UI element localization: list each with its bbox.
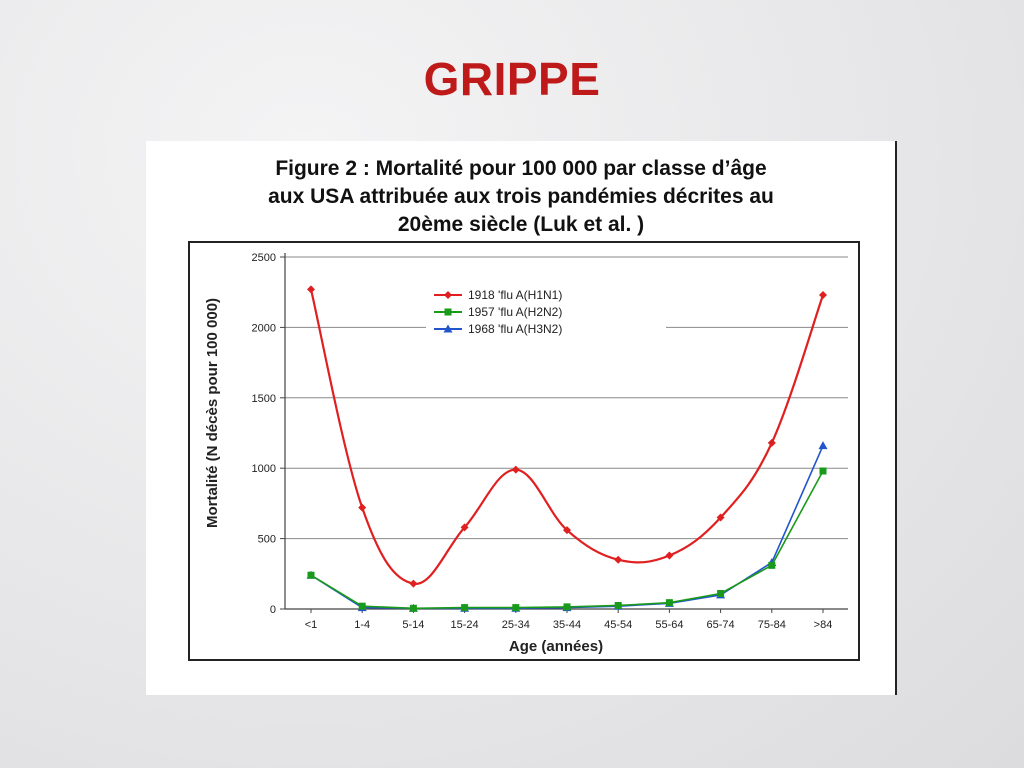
axis-layer: 0 500 1000 1500 2000 2500 <1 1-4 5-14 15-24 25-34 3… <box>252 252 848 631</box>
x-tick-label: 35-44 <box>553 619 581 631</box>
y-axis-title: Mortalité (N décès pour 100 000) <box>204 298 221 528</box>
legend-box <box>426 283 666 335</box>
legend-label: 1918 'flu A(H1N1) <box>468 288 562 302</box>
chart-frame: 0 500 1000 1500 2000 2500 <1 1-4 5-14 15-24 25-34 3… <box>188 241 860 661</box>
x-tick-label: >84 <box>814 619 833 631</box>
figure-caption: Figure 2 : Mortalité pour 100 000 par cl… <box>166 155 876 239</box>
x-axis-title: Age (années) <box>509 638 603 655</box>
y-tick-label: 2000 <box>252 322 276 334</box>
data-point <box>358 503 367 512</box>
data-point <box>665 551 674 560</box>
series-group <box>307 285 827 588</box>
data-point <box>461 604 469 612</box>
data-point <box>512 604 520 612</box>
data-point <box>614 555 623 564</box>
y-tick-label: 0 <box>270 604 276 616</box>
data-point <box>716 513 725 522</box>
y-tick-label: 1500 <box>252 393 276 405</box>
legend-layer: 1918 'flu A(H1N1) 1957 'flu A(H2N2) 1968 '… <box>426 283 666 336</box>
data-point <box>614 601 622 609</box>
legend-label: 1968 'flu A(H3N2) <box>468 322 562 336</box>
x-tick-label: 75-84 <box>758 619 786 631</box>
data-point <box>409 579 418 588</box>
data-point <box>409 604 417 612</box>
data-point <box>563 603 571 611</box>
data-point <box>665 599 673 607</box>
legend-marker <box>443 324 453 333</box>
figure-caption-line-3: 20ème siècle (Luk et al. ) <box>397 213 645 236</box>
series-layer <box>306 285 828 612</box>
x-tick-label: 55-64 <box>655 619 683 631</box>
series-group <box>307 467 827 612</box>
line-chart: 0 500 1000 1500 2000 2500 <1 1-4 5-14 15-24 25-34 3… <box>204 252 848 655</box>
data-point <box>767 438 776 447</box>
y-tick-label: 500 <box>258 534 276 546</box>
figure-caption-line-1: Figure 2 : Mortalité pour 100 000 par cl… <box>275 157 767 180</box>
data-point <box>511 465 520 474</box>
data-point <box>563 526 571 535</box>
slide-title: GRIPPE <box>423 53 601 105</box>
y-tick-label: 1000 <box>252 463 276 475</box>
x-tick-label: 5-14 <box>402 619 424 631</box>
data-point <box>819 467 827 475</box>
x-tick-label: 1-4 <box>354 619 370 631</box>
x-tick-label: 45-54 <box>604 619 632 631</box>
data-point <box>717 590 725 598</box>
series-line <box>309 289 825 585</box>
data-point <box>768 561 776 569</box>
x-tick-label: 15-24 <box>451 619 479 631</box>
figure-caption-line-2: aux USA attribuée aux trois pandémies dé… <box>268 185 774 208</box>
y-tick-label: 2500 <box>252 252 276 264</box>
legend-marker <box>444 291 452 299</box>
data-point <box>819 291 827 300</box>
x-tick-label: <1 <box>305 619 318 631</box>
data-point <box>307 285 315 294</box>
figure-panel: Figure 2 : Mortalité pour 100 000 par cl… <box>146 141 897 695</box>
legend-marker <box>444 308 452 316</box>
legend-label: 1957 'flu A(H2N2) <box>468 305 562 319</box>
x-tick-label: 65-74 <box>707 619 735 631</box>
data-point <box>307 571 315 579</box>
data-point <box>818 441 828 450</box>
data-point <box>460 523 469 532</box>
x-tick-label: 25-34 <box>502 619 530 631</box>
data-point <box>358 602 366 610</box>
series-line <box>310 470 824 610</box>
